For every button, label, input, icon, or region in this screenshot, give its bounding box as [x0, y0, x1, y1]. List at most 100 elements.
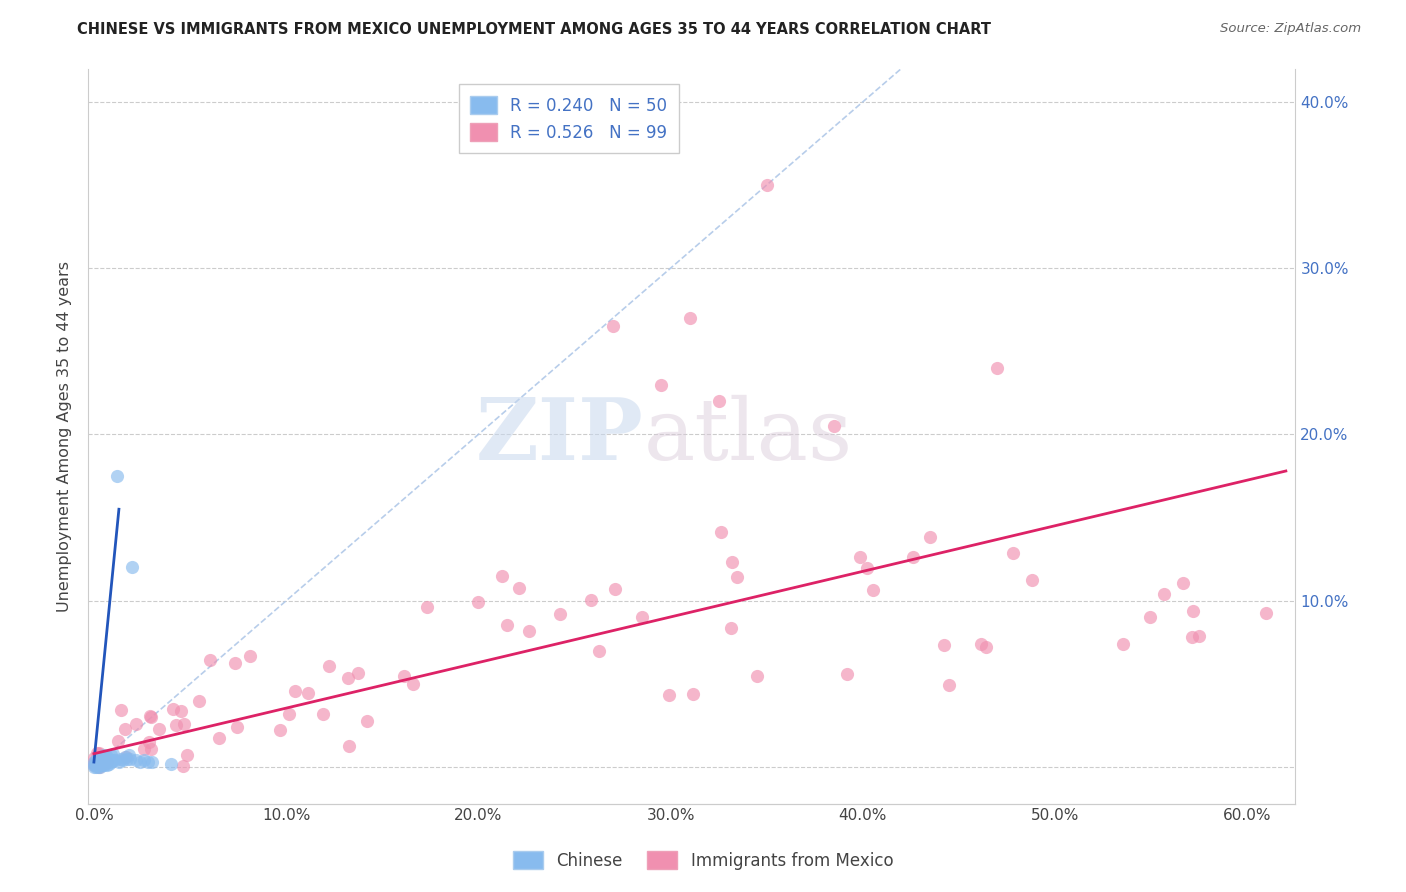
Point [269, 723, 291, 737]
Point [83, 758, 105, 772]
Text: Source: ZipAtlas.com: Source: ZipAtlas.com [1220, 22, 1361, 36]
Point [1256, 606, 1278, 620]
Point [986, 360, 1008, 375]
Point [1171, 576, 1194, 591]
Text: ZIP: ZIP [475, 394, 644, 478]
Point [110, 752, 132, 766]
Point [120, 752, 142, 766]
Point [658, 688, 681, 702]
Point [394, 669, 416, 683]
Point [176, 747, 198, 762]
Point [96, 758, 118, 772]
Point [105, 469, 128, 483]
Point [208, 731, 231, 746]
Point [111, 753, 134, 767]
Point [188, 693, 211, 707]
Point [114, 750, 136, 764]
Text: atlas: atlas [644, 394, 852, 477]
Legend: R = 0.240   N = 50, R = 0.526   N = 99: R = 0.240 N = 50, R = 0.526 N = 99 [458, 84, 679, 153]
Point [920, 530, 942, 544]
Point [86, 746, 108, 760]
Point [337, 739, 360, 753]
Point [162, 701, 184, 715]
Point [89, 747, 111, 761]
Point [89, 758, 111, 772]
Point [835, 666, 858, 681]
Point [141, 755, 163, 769]
Point [90, 755, 112, 769]
Point [132, 753, 155, 767]
Point [90, 753, 112, 767]
Point [141, 710, 163, 724]
Point [938, 678, 960, 692]
Point [284, 683, 307, 698]
Point [138, 735, 160, 749]
Point [100, 748, 122, 763]
Text: CHINESE VS IMMIGRANTS FROM MEXICO UNEMPLOYMENT AMONG AGES 35 TO 44 YEARS CORRELA: CHINESE VS IMMIGRANTS FROM MEXICO UNEMPL… [77, 22, 991, 37]
Point [108, 755, 131, 769]
Point [125, 753, 148, 767]
Point [224, 656, 246, 670]
Point [101, 753, 124, 767]
Point [114, 722, 136, 736]
Point [1139, 610, 1161, 624]
Point [849, 550, 872, 565]
Point [96, 750, 118, 764]
Point [94, 753, 117, 767]
Point [491, 569, 513, 583]
Point [823, 419, 845, 434]
Point [173, 717, 195, 731]
Point [83, 751, 105, 765]
Point [98, 756, 121, 771]
Point [1021, 573, 1043, 587]
Point [89, 758, 111, 772]
Point [402, 677, 425, 691]
Point [87, 747, 110, 761]
Point [200, 653, 222, 667]
Point [707, 394, 730, 409]
Point [90, 756, 112, 771]
Point [96, 756, 118, 770]
Point [631, 610, 654, 624]
Point [727, 570, 749, 584]
Point [129, 755, 152, 769]
Point [172, 759, 194, 773]
Point [121, 560, 143, 574]
Point [318, 658, 340, 673]
Point [1111, 637, 1133, 651]
Point [745, 668, 768, 682]
Point [83, 758, 105, 772]
Point [115, 750, 138, 764]
Legend: Chinese, Immigrants from Mexico: Chinese, Immigrants from Mexico [506, 845, 900, 877]
Point [297, 686, 319, 700]
Point [89, 755, 111, 769]
Point [1001, 545, 1024, 559]
Point [225, 720, 247, 734]
Point [83, 756, 105, 771]
Point [107, 734, 129, 748]
Point [125, 717, 148, 731]
Point [83, 760, 105, 774]
Point [710, 525, 733, 540]
Point [720, 555, 742, 569]
Point [86, 757, 108, 772]
Point [110, 703, 132, 717]
Point [278, 707, 301, 722]
Point [517, 624, 540, 639]
Point [548, 607, 571, 622]
Point [603, 582, 626, 596]
Point [416, 600, 439, 615]
Point [94, 756, 117, 771]
Y-axis label: Unemployment Among Ages 35 to 44 years: Unemployment Among Ages 35 to 44 years [58, 260, 72, 612]
Point [87, 755, 110, 769]
Point [93, 748, 115, 763]
Point [856, 560, 879, 574]
Point [84, 758, 107, 772]
Point [1181, 604, 1204, 618]
Point [579, 593, 602, 607]
Point [496, 618, 519, 632]
Point [165, 718, 187, 732]
Point [91, 756, 114, 771]
Point [93, 749, 115, 764]
Point [87, 756, 110, 771]
